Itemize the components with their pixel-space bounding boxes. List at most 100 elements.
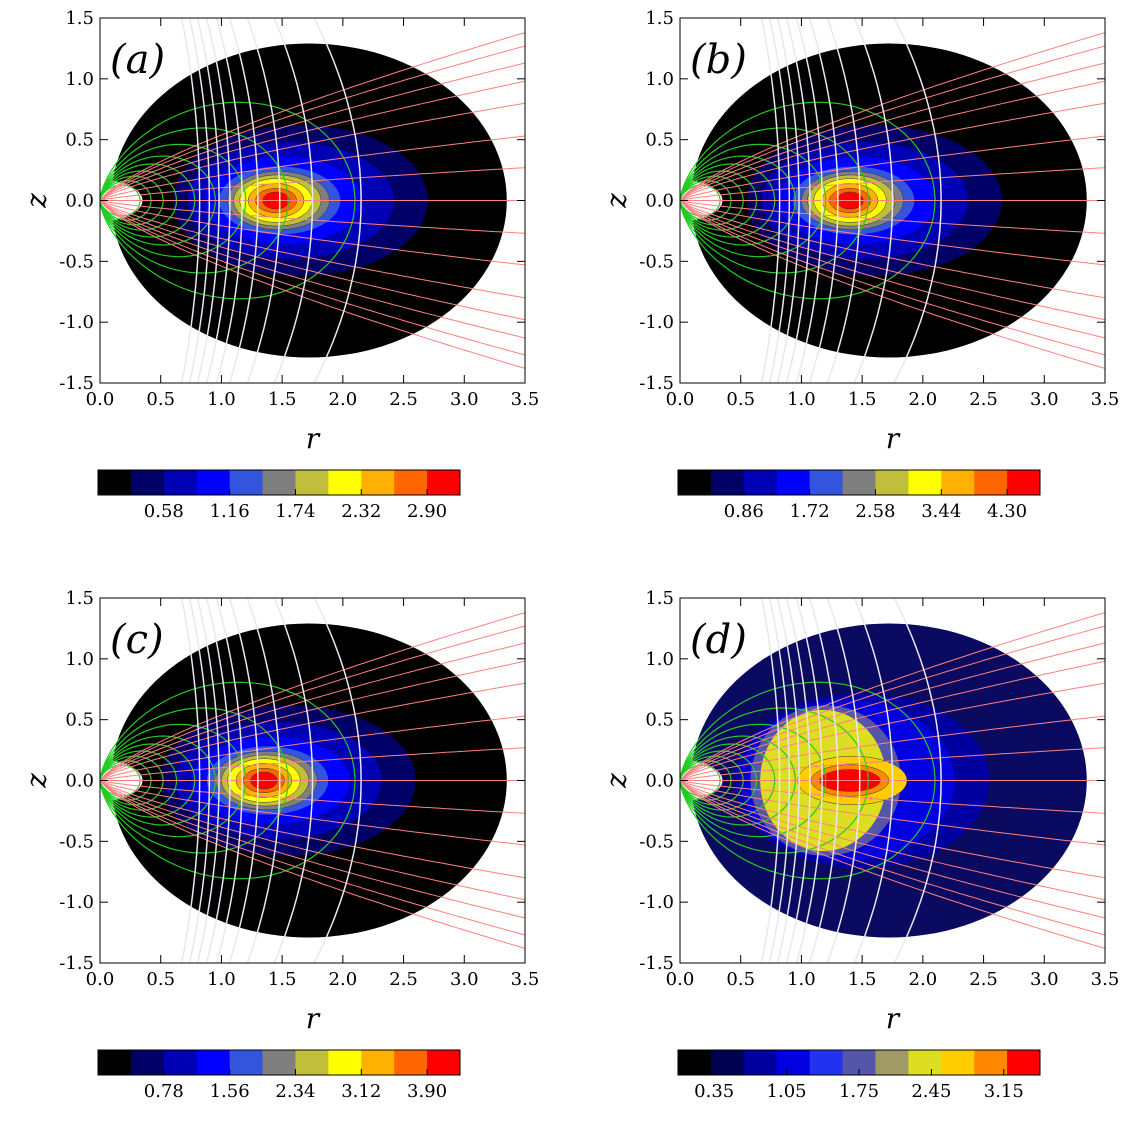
colorbar-tick-label: 0.78: [144, 1081, 184, 1102]
y-tick-label: 1.5: [645, 8, 674, 29]
colorbar-swatch: [295, 470, 329, 495]
potential-line: [215, 18, 243, 383]
colorbar-tick-label: 2.58: [855, 501, 895, 522]
x-tick-label: 3.0: [450, 969, 479, 990]
colorbar-swatch: [776, 470, 811, 495]
dipole-field-line: [100, 681, 356, 880]
y-tick-label: -1.0: [59, 312, 94, 333]
x-tick-label: 3.5: [1091, 969, 1120, 990]
colorbar-tick-label: 1.72: [790, 501, 830, 522]
open-field-line: [100, 780, 525, 919]
x-tick-label: 0.5: [146, 389, 175, 410]
y-tick-label: -1.0: [639, 312, 674, 333]
x-tick-label: 1.0: [207, 389, 236, 410]
y-tick-label: 1.0: [645, 69, 674, 90]
potential-line: [795, 598, 823, 963]
colorbar-frame: [677, 469, 1041, 496]
colorbar-swatch: [295, 1050, 329, 1075]
open-field-line: [680, 780, 1105, 879]
colorbar-swatch: [710, 470, 745, 495]
x-tick-label: 1.0: [207, 969, 236, 990]
colorbar-tick-label: 1.56: [210, 1081, 250, 1102]
colorbar-tick-label: 4.30: [987, 501, 1027, 522]
dipole-field-line: [680, 170, 758, 231]
colorbar-tick-label: 3.44: [921, 501, 961, 522]
open-field-line: [680, 32, 1105, 201]
open-field-line: [100, 780, 525, 814]
potential-line: [246, 18, 281, 383]
open-field-line: [100, 780, 525, 846]
colorbar-swatch: [908, 1050, 942, 1075]
x-tick-label: 1.0: [787, 389, 816, 410]
field-lines-green: [100, 101, 356, 300]
dipole-field-line: [680, 143, 827, 258]
colorbar-swatch: [809, 1050, 844, 1075]
colorbar-swatch: [875, 470, 909, 495]
potential-line: [768, 18, 791, 383]
open-field-line: [100, 200, 525, 356]
x-axis-label: r: [306, 422, 321, 455]
x-tick-label: 0.0: [666, 389, 695, 410]
potential-line: [180, 598, 201, 963]
colorbar-tick-label: 1.05: [767, 1081, 807, 1102]
colorbar-swatch: [678, 1050, 712, 1075]
colorbar-swatch: [328, 1050, 362, 1075]
open-field-line: [680, 135, 1105, 201]
dipole-field-line: [100, 755, 164, 806]
field-lines-red: [680, 32, 1105, 369]
y-tick-label: -0.5: [59, 831, 94, 852]
open-field-line: [680, 715, 1105, 781]
y-tick-label: 0.0: [65, 771, 94, 792]
open-field-line: [100, 780, 525, 879]
open-field-line: [680, 62, 1105, 201]
open-field-line: [100, 200, 525, 339]
colorbar-swatch: [842, 470, 876, 495]
open-field-line: [680, 660, 1105, 781]
colorbar-swatch: [974, 470, 1008, 495]
colorbar: 0.58 1.16 1.74 2.32 2.90: [97, 469, 461, 522]
colorbar-tick-label: 0.58: [144, 501, 184, 522]
open-field-line: [100, 625, 525, 781]
potential-line: [785, 598, 811, 963]
x-tick-label: 2.0: [909, 969, 938, 990]
x-tick-label: 3.0: [450, 389, 479, 410]
x-tick-label: 0.5: [146, 969, 175, 990]
potential-line: [795, 18, 823, 383]
potential-line: [273, 18, 314, 383]
potential-line: [893, 598, 942, 963]
panels-group: 0.0 0.5 1.0 1.5 2.0 2.5 3.0 3.5 1.5 1.0 0.5 0.0 -0.5…: [20, 8, 1119, 1102]
potential-line: [196, 598, 220, 963]
potential-lines: [760, 18, 942, 383]
colorbar-swatch: [875, 1050, 909, 1075]
open-field-line: [100, 200, 525, 234]
x-tick-label: 2.5: [389, 389, 418, 410]
y-tick-label: 0.5: [65, 130, 94, 151]
x-tick-label: 0.0: [666, 969, 695, 990]
y-tick-label: -1.0: [639, 892, 674, 913]
dipole-field-line: [100, 155, 216, 246]
colorbar-swatch: [941, 1050, 975, 1075]
y-tick-label: 1.5: [65, 8, 94, 29]
y-tick-label: 0.0: [645, 771, 674, 792]
colorbar-tick-label: 3.90: [407, 1081, 447, 1102]
y-tick-label: -1.0: [59, 892, 94, 913]
colorbar-swatch: [361, 1050, 395, 1075]
potential-line: [313, 18, 362, 383]
open-field-line: [680, 200, 1105, 339]
x-tick-label: 3.5: [511, 969, 540, 990]
x-tick-label: 2.0: [329, 389, 358, 410]
open-field-line: [680, 642, 1105, 781]
x-tick-label: 3.5: [1091, 389, 1120, 410]
potential-line: [228, 18, 259, 383]
colorbar-tick-label: 3.12: [341, 1081, 381, 1102]
colorbar-swatch: [229, 470, 264, 495]
open-field-line: [100, 682, 525, 781]
potential-line: [215, 598, 243, 963]
open-field-line: [680, 780, 1105, 814]
open-field-line: [680, 200, 1105, 234]
open-field-line: [100, 80, 525, 201]
x-axis-label: r: [886, 1002, 901, 1035]
x-tick-label: 3.0: [1030, 969, 1059, 990]
colorbar-swatch: [229, 1050, 264, 1075]
colorbar-swatch: [196, 1050, 231, 1075]
